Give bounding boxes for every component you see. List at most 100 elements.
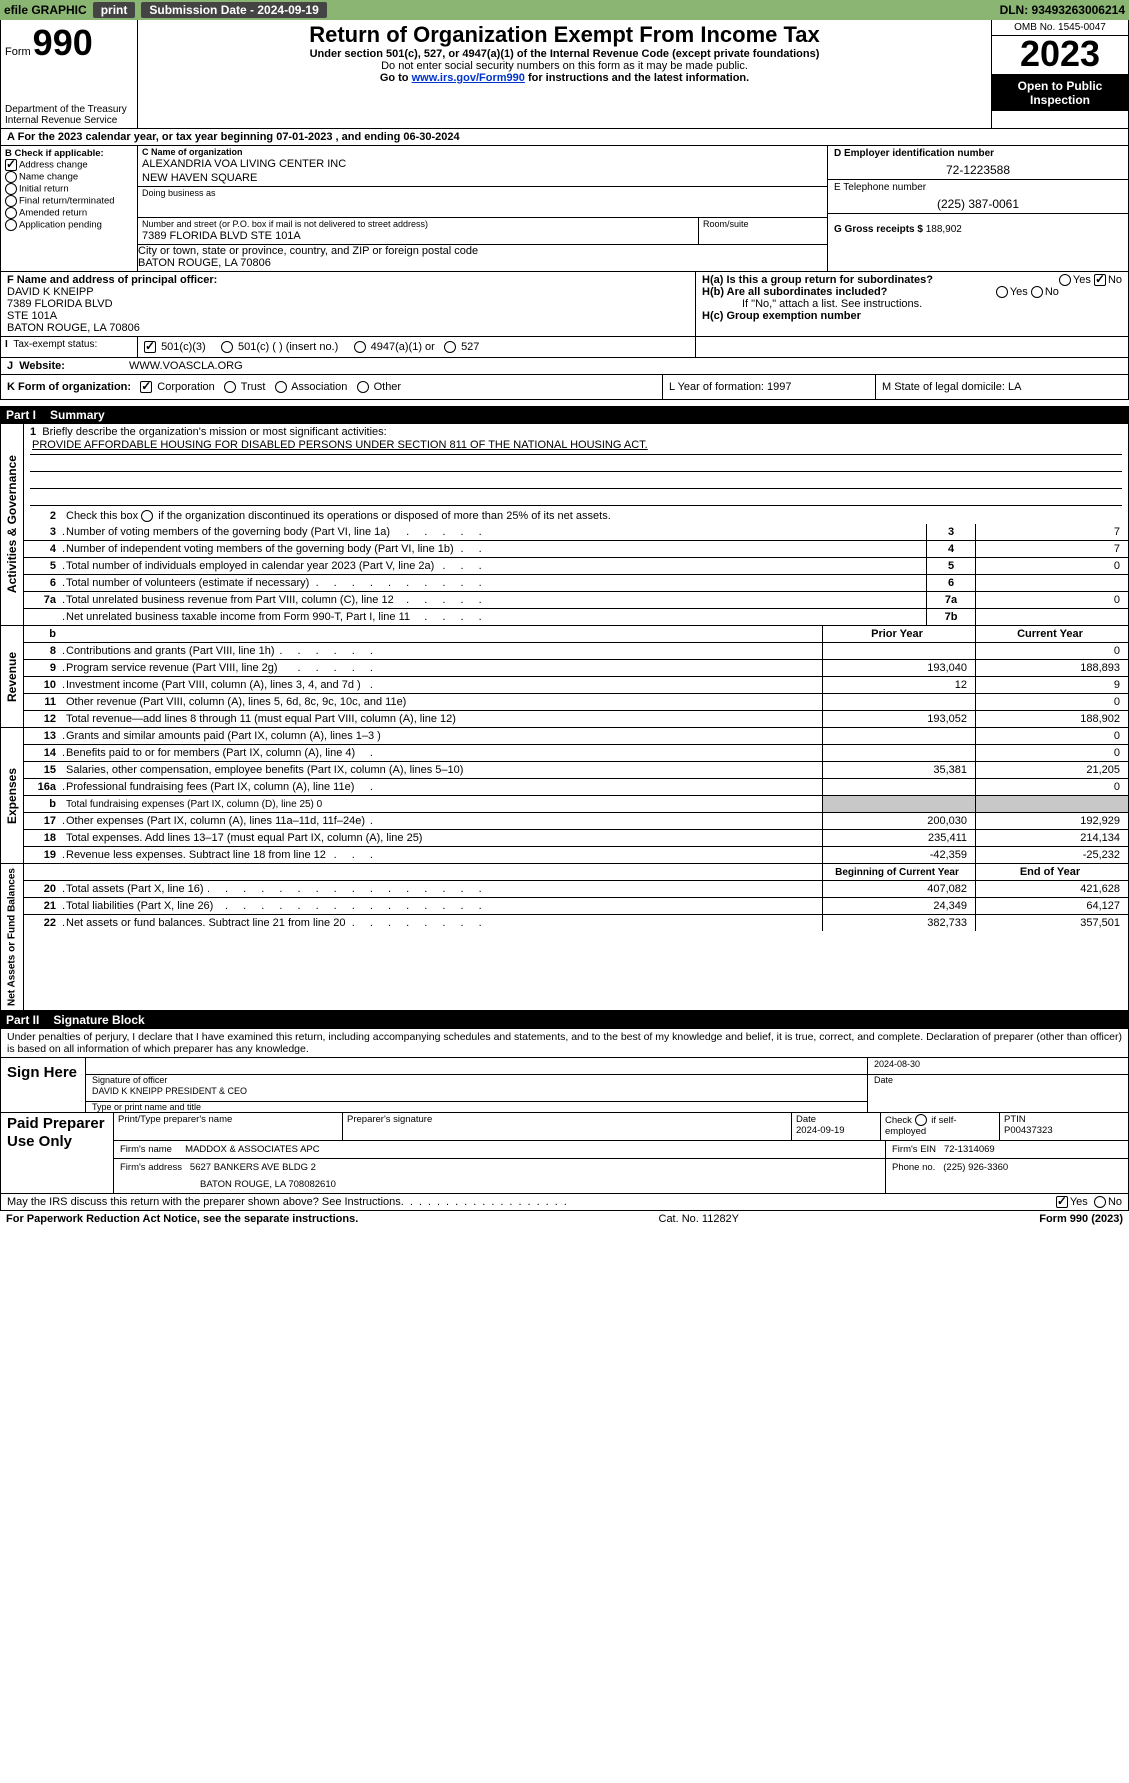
trust-checkbox[interactable] [224, 381, 236, 393]
gross-label: G Gross receipts $ [834, 224, 923, 235]
form-header-left: Form990 Department of the Treasury Inter… [1, 20, 138, 128]
vlabel-revenue: Revenue [1, 626, 24, 727]
vlabel-ag: Activities & Governance [1, 424, 24, 625]
officer-label: F Name and address of principal officer: [7, 274, 217, 286]
gray-cell [976, 796, 1129, 813]
firm-phone-label: Phone no. [892, 1162, 935, 1173]
hc-label: H(c) Group exemption number [702, 310, 861, 322]
firm-name-value: MADDOX & ASSOCIATES APC [185, 1144, 319, 1155]
part-1-num: Part I [6, 408, 36, 422]
officer-name: DAVID K KNEIPP [7, 286, 689, 298]
officer-name-title: DAVID K KNEIPP PRESIDENT & CEO [86, 1085, 867, 1102]
box-m: M State of legal domicile: LA [875, 375, 1128, 399]
4947-checkbox[interactable] [354, 341, 366, 353]
current-year-hdr: Current Year [976, 626, 1129, 643]
org-name: ALEXANDRIA VOA LIVING CENTER INC [138, 158, 827, 172]
firm-ein-value: 72-1314069 [944, 1144, 995, 1155]
section-bcd: B Check if applicable: Address change Na… [0, 146, 1129, 272]
room-suite-label: Room/suite [699, 218, 827, 244]
net-assets-table: Beginning of Current YearEnd of Year 20T… [24, 864, 1128, 931]
527-checkbox[interactable] [444, 341, 456, 353]
part-2-num: Part II [6, 1013, 39, 1027]
officer-city: BATON ROUGE, LA 70806 [7, 322, 689, 334]
tax-year: 2023 [992, 36, 1128, 75]
print-button[interactable]: print [93, 2, 136, 18]
addr-value: 7389 FLORIDA BLVD STE 101A [138, 230, 698, 244]
opt-address-change[interactable]: Address change [5, 159, 133, 171]
prep-date-value: 2024-09-19 [796, 1125, 876, 1136]
corp-checkbox[interactable] [140, 381, 152, 393]
box-d: D Employer identification number 72-1223… [827, 146, 1128, 271]
yes-label: Yes [1073, 274, 1091, 286]
tax-period-row: A For the 2023 calendar year, or tax yea… [0, 129, 1129, 146]
dba-label: Doing business as [138, 187, 827, 199]
hc-row: H(c) Group exemption number [702, 310, 1122, 322]
box-k: K Form of organization: Corporation Trus… [1, 375, 662, 399]
501c3-checkbox[interactable] [144, 341, 156, 353]
discuss-no-checkbox[interactable] [1094, 1196, 1106, 1208]
line2-checkbox[interactable] [141, 510, 153, 522]
form-subtitle: Under section 501(c), 527, or 4947(a)(1)… [144, 48, 985, 60]
goto-pre: Go to [380, 72, 412, 84]
discuss-text: May the IRS discuss this return with the… [7, 1196, 404, 1208]
activities-governance-block: Activities & Governance 1 Briefly descri… [0, 424, 1129, 626]
hb-yes-checkbox[interactable] [996, 286, 1008, 298]
form-990-number: 990 [33, 22, 93, 64]
expenses-table: 13Grants and similar amounts paid (Part … [24, 728, 1128, 863]
opt-label: Initial return [19, 184, 69, 195]
mission-intro: Briefly describe the organization's miss… [42, 426, 386, 438]
opt-final-return[interactable]: Final return/terminated [5, 195, 133, 207]
dept-treasury: Department of the Treasury [5, 104, 133, 115]
begin-cy-hdr: Beginning of Current Year [823, 864, 976, 881]
line-val: 7 [976, 524, 1129, 541]
prior-year-hdr: Prior Year [823, 626, 976, 643]
cat-no: Cat. No. 11282Y [659, 1213, 740, 1225]
opt-application-pending[interactable]: Application pending [5, 219, 133, 231]
checkbox-icon [5, 195, 17, 207]
no-label: No [1045, 286, 1059, 298]
pra-notice: For Paperwork Reduction Act Notice, see … [6, 1213, 358, 1225]
officer-sig-area[interactable] [86, 1058, 867, 1075]
submission-date-label: Submission Date - 2024-09-19 [141, 2, 326, 18]
line-2: Check this box if the organization disco… [62, 508, 1128, 524]
tel-label: E Telephone number [834, 182, 1122, 193]
opt-527: 527 [461, 341, 479, 353]
ha-yes-checkbox[interactable] [1059, 274, 1071, 286]
section-fh: F Name and address of principal officer:… [0, 272, 1129, 337]
firm-phone-value: (225) 926-3360 [943, 1162, 1008, 1173]
box-f: F Name and address of principal officer:… [1, 272, 695, 336]
mission-blank-3 [30, 489, 1122, 506]
form-ref: Form 990 (2023) [1039, 1213, 1123, 1225]
box-b-title: B Check if applicable: [5, 148, 133, 159]
checkbox-icon [5, 171, 17, 183]
date-label: Date [868, 1075, 1128, 1085]
self-emp-checkbox[interactable] [915, 1114, 927, 1126]
part-1-title: Summary [50, 408, 105, 422]
501c-checkbox[interactable] [221, 341, 233, 353]
firm-ein-label: Firm's EIN [892, 1144, 936, 1155]
discuss-yes: Yes [1070, 1196, 1088, 1208]
city-value: BATON ROUGE, LA 70806 [138, 257, 827, 269]
form-990-label: Form990 [5, 22, 133, 64]
assoc-checkbox[interactable] [275, 381, 287, 393]
section-i: I Tax-exempt status: 501(c)(3) 501(c) ( … [0, 337, 1129, 358]
opt-501c3: 501(c)(3) [161, 341, 206, 353]
sig-officer-label: Signature of officer [86, 1075, 867, 1085]
ha-no-checkbox[interactable] [1094, 274, 1106, 286]
opt-initial-return[interactable]: Initial return [5, 183, 133, 195]
opt-name-change[interactable]: Name change [5, 171, 133, 183]
opt-amended-return[interactable]: Amended return [5, 207, 133, 219]
part-2-title: Signature Block [53, 1013, 144, 1027]
hb-no-checkbox[interactable] [1031, 286, 1043, 298]
gross-row: G Gross receipts $ 188,902 [828, 214, 1128, 237]
other-checkbox[interactable] [357, 381, 369, 393]
type-name-label: Type or print name and title [86, 1102, 867, 1112]
ein-label: D Employer identification number [834, 148, 1122, 159]
checkbox-icon [5, 207, 17, 219]
irs-form990-link[interactable]: www.irs.gov/Form990 [412, 72, 525, 84]
mission-blank-1 [30, 455, 1122, 472]
org-name-2: NEW HAVEN SQUARE [138, 172, 827, 186]
tel-row: E Telephone number (225) 387-0061 [828, 180, 1128, 214]
checkbox-icon [5, 183, 17, 195]
discuss-yes-checkbox[interactable] [1056, 1196, 1068, 1208]
